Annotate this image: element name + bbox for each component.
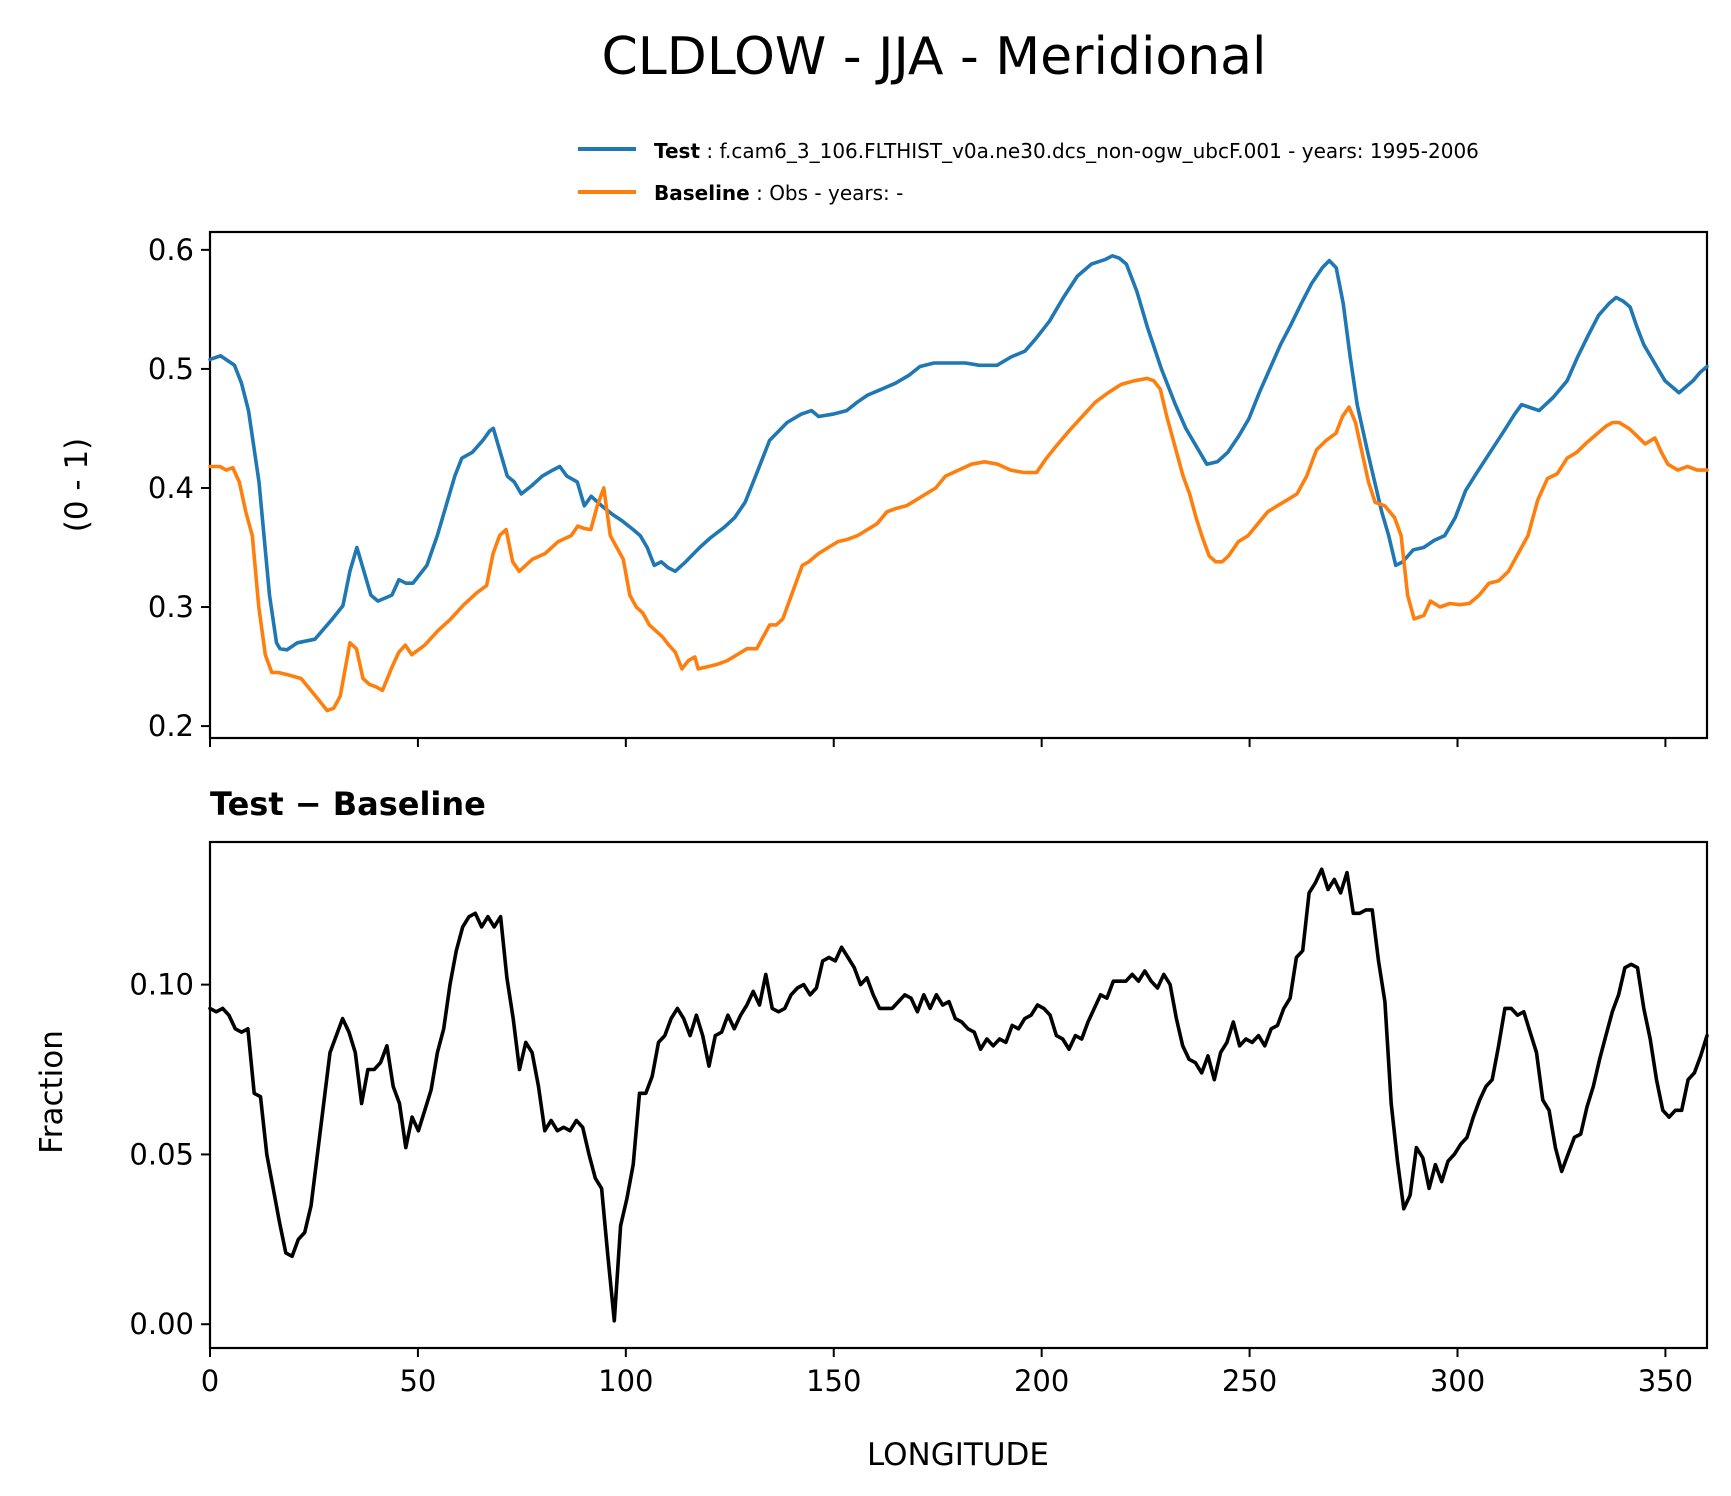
- legend-text-baseline: Obs - years: -: [769, 181, 903, 205]
- bottom-x-tick-label: 100: [598, 1364, 653, 1398]
- bottom-series-group: [208, 867, 1709, 1323]
- legend-separator-test: :: [700, 139, 719, 163]
- bottom-panel-frame: [208, 840, 1709, 1350]
- chart-title: CLDLOW - JJA - Meridional: [602, 27, 1267, 87]
- bottom-x-tick-label: 50: [399, 1364, 436, 1398]
- legend-name-test: Test: [654, 139, 700, 163]
- bottom-y-axis: 0.00 0.05 0.10: [129, 968, 210, 1341]
- top-x-axis: [209, 738, 1667, 747]
- top-y-axis-label: (0 - 1): [59, 438, 95, 533]
- top-panel: 0.2 0.3 0.4 0.5 0.6 (0 - 1): [59, 230, 1709, 747]
- top-series-group: [208, 254, 1709, 713]
- legend-text-test: f.cam6_3_106.FLTHIST_v0a.ne30.dcs_non-og…: [719, 139, 1478, 163]
- bottom-y-tick-label: 0.00: [129, 1307, 194, 1341]
- top-series-test: [208, 254, 1709, 652]
- top-series-baseline: [208, 376, 1709, 713]
- top-y-tick-label: 0.2: [148, 709, 194, 743]
- legend-label-baseline: Baseline : Obs - years: -: [654, 181, 903, 205]
- bottom-panel: 0.00 0.05 0.10 0 50 100 150 200 250 300 350 Fract…: [34, 840, 1709, 1473]
- legend-separator-baseline: :: [750, 181, 769, 205]
- legend: Test : f.cam6_3_106.FLTHIST_v0a.ne30.dcs…: [578, 139, 1479, 205]
- bottom-x-tick-label: 150: [806, 1364, 861, 1398]
- bottom-x-tick-label: 0: [201, 1364, 219, 1398]
- bottom-x-axis: 0 50 100 150 200 250 300 350: [201, 1348, 1693, 1398]
- top-y-axis: 0.2 0.3 0.4 0.5 0.6: [148, 233, 210, 743]
- top-panel-frame: [208, 230, 1709, 740]
- bottom-y-axis-label: Fraction: [34, 1030, 70, 1154]
- bottom-series-test-baseline: [208, 867, 1709, 1323]
- top-y-tick-label: 0.4: [148, 471, 194, 505]
- legend-label-test: Test : f.cam6_3_106.FLTHIST_v0a.ne30.dcs…: [654, 139, 1479, 163]
- bottom-panel-title: Test − Baseline: [210, 785, 486, 823]
- bottom-y-tick-label: 0.05: [129, 1137, 194, 1171]
- bottom-x-tick-label: 250: [1222, 1364, 1277, 1398]
- bottom-x-tick-label: 350: [1638, 1364, 1693, 1398]
- bottom-x-tick-label: 300: [1430, 1364, 1485, 1398]
- top-y-tick-label: 0.3: [148, 590, 194, 624]
- top-y-tick-label: 0.6: [148, 233, 194, 267]
- legend-name-baseline: Baseline: [654, 181, 750, 205]
- top-y-tick-label: 0.5: [148, 352, 194, 386]
- x-axis-label: LONGITUDE: [867, 1437, 1049, 1473]
- bottom-x-tick-label: 200: [1014, 1364, 1069, 1398]
- bottom-y-tick-label: 0.10: [129, 968, 194, 1002]
